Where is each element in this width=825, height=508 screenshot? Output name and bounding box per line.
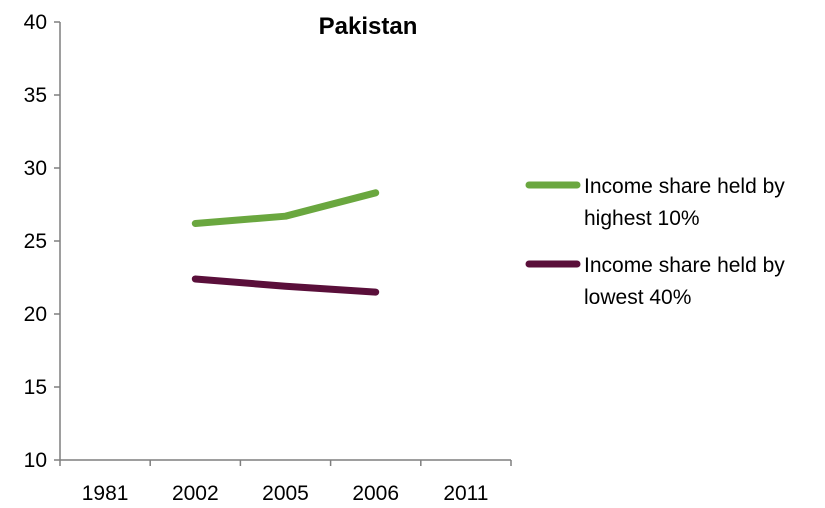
legend-label: Income share held by xyxy=(584,254,785,277)
series-line-1 xyxy=(191,189,380,227)
axes: 10 15 20 25 30 35 40 1981 2002 2005 2006 2011 xyxy=(24,11,512,505)
x-tick-label: 2002 xyxy=(172,482,219,505)
y-tick-label: 35 xyxy=(24,84,47,107)
chart-title: Pakistan xyxy=(319,13,418,40)
series-line-2 xyxy=(191,275,380,296)
x-tick-label: 2011 xyxy=(443,482,488,505)
legend-label: lowest 40% xyxy=(584,286,691,309)
y-tick-label: 20 xyxy=(24,303,47,326)
y-tick-label: 25 xyxy=(24,230,47,253)
legend-label: Income share held by xyxy=(584,175,785,198)
x-tick-label: 2006 xyxy=(352,482,399,505)
y-tick-label: 30 xyxy=(24,157,47,180)
x-tick-label: 2005 xyxy=(262,482,309,505)
y-tick-label: 40 xyxy=(24,11,47,34)
x-tick-label: 1981 xyxy=(82,482,129,505)
y-tick-label: 10 xyxy=(24,449,47,472)
legend: Income share held by highest 10% Income sh… xyxy=(525,175,785,309)
y-tick-label: 15 xyxy=(24,376,47,399)
series-lines xyxy=(191,189,380,296)
legend-label: highest 10% xyxy=(584,207,700,230)
